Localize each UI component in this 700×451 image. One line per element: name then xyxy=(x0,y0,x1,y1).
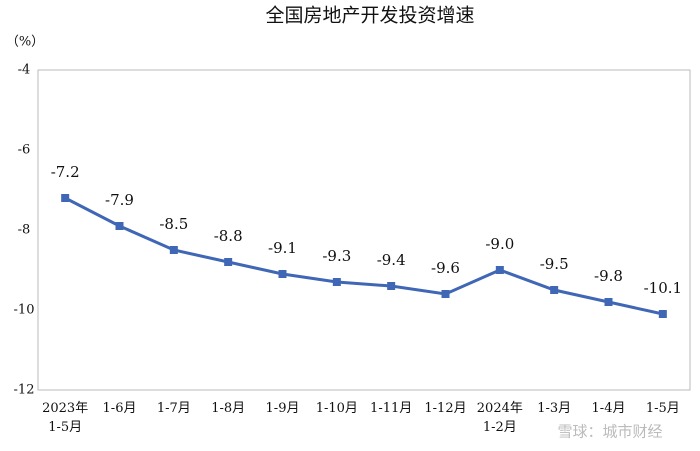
data-label: -9.1 xyxy=(268,239,297,257)
data-label: -9.4 xyxy=(377,251,406,269)
unit-label: （%） xyxy=(6,35,44,50)
marker xyxy=(604,298,613,306)
marker xyxy=(115,222,124,230)
x-tick-label: 1-3月 xyxy=(537,401,571,416)
x-tick-label: 1-11月 xyxy=(370,401,412,416)
x-tick-label: 1-4月 xyxy=(592,401,626,416)
data-label: -9.3 xyxy=(322,247,351,265)
watermark: 雪球：城市财经 xyxy=(557,423,662,441)
marker xyxy=(550,286,559,294)
data-label: -7.2 xyxy=(51,163,80,181)
data-label: -9.6 xyxy=(431,259,460,277)
y-tick-label: -10 xyxy=(14,303,35,318)
marker xyxy=(658,310,667,318)
marker xyxy=(495,266,504,274)
x-tick-label: 1-5月 xyxy=(646,401,680,416)
data-label: -8.5 xyxy=(159,215,188,233)
y-tick-label: -8 xyxy=(18,223,31,238)
x-tick-label: 1-8月 xyxy=(211,401,245,416)
marker xyxy=(332,278,341,286)
data-label: -9.8 xyxy=(594,267,623,285)
marker xyxy=(169,246,178,254)
marker xyxy=(441,290,450,298)
x-tick-label: 2024年 1-2月 xyxy=(477,401,523,435)
data-label: -9.5 xyxy=(540,255,569,273)
x-tick-label: 1-6月 xyxy=(103,401,137,416)
data-label: -8.8 xyxy=(214,227,243,245)
data-label: -10.1 xyxy=(644,279,682,297)
x-tick-label: 1-12月 xyxy=(424,401,466,416)
marker xyxy=(61,194,70,202)
x-tick-label: 2023年 1-5月 xyxy=(42,401,88,435)
marker xyxy=(387,282,396,290)
y-tick-label: -12 xyxy=(14,383,35,398)
x-tick-label: 1-9月 xyxy=(266,401,300,416)
marker xyxy=(278,270,287,278)
data-label: -9.0 xyxy=(485,235,514,253)
y-tick-label: -6 xyxy=(18,143,31,158)
y-tick-label: -4 xyxy=(18,63,31,78)
x-tick-label: 1-7月 xyxy=(157,401,191,416)
chart-title: 全国房地产开发投资增速 xyxy=(265,5,474,27)
x-tick-label: 1-10月 xyxy=(316,401,358,416)
data-label: -7.9 xyxy=(105,191,134,209)
line xyxy=(64,196,664,316)
marker xyxy=(224,258,233,266)
plot-frame xyxy=(37,69,691,391)
